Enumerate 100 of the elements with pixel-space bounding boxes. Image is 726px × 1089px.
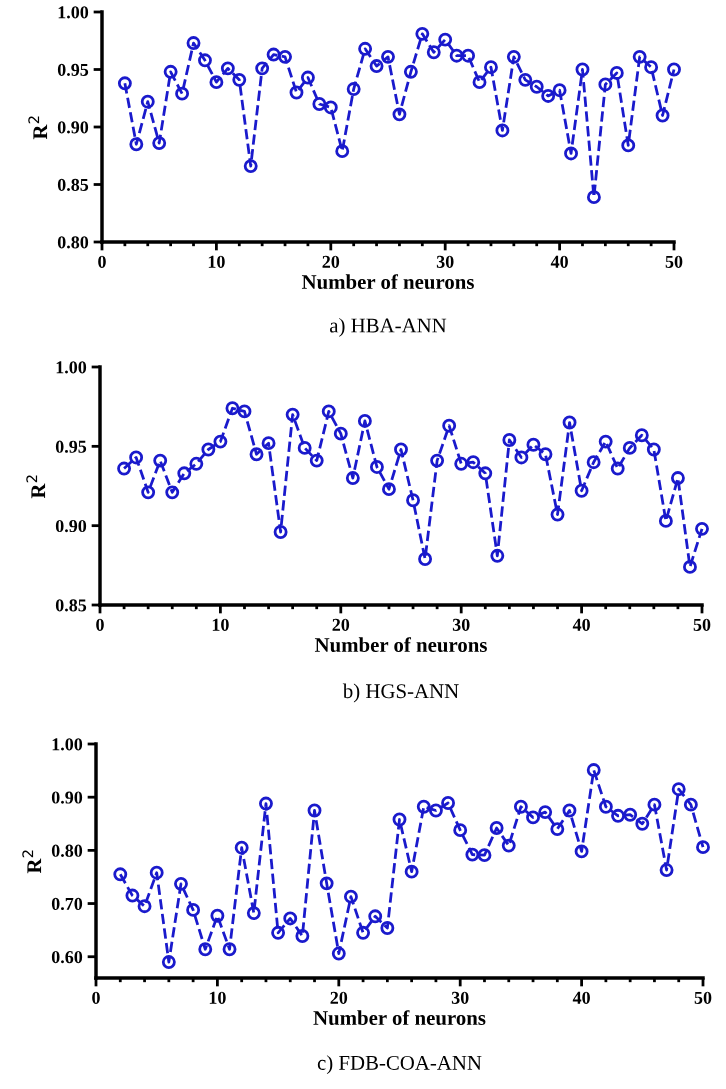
point: [249, 447, 264, 462]
y-tick-label: 0.95: [55, 440, 87, 453]
point: [598, 434, 613, 449]
point: [575, 62, 590, 77]
y-tick-label: 0.90: [55, 519, 87, 533]
point: [644, 60, 659, 75]
point: [234, 840, 249, 855]
x-axis-title: Number of neurons: [313, 1010, 486, 1026]
point: [696, 840, 710, 855]
point: [478, 466, 493, 481]
point: [345, 471, 360, 486]
point: [518, 72, 533, 87]
y-tick-label: 1.00: [58, 6, 89, 19]
point: [586, 190, 601, 205]
point: [562, 803, 577, 818]
point: [418, 552, 433, 566]
point: [466, 455, 481, 470]
point: [623, 807, 638, 822]
point: [562, 415, 577, 430]
y-tick-label: 0.70: [51, 897, 83, 911]
point: [295, 929, 310, 943]
point: [465, 847, 480, 862]
point: [243, 159, 258, 174]
point: [113, 867, 128, 882]
point: [222, 942, 237, 957]
point: [319, 876, 334, 891]
point: [695, 521, 709, 536]
point: [541, 89, 556, 103]
x-tick-label: 20: [330, 991, 348, 1004]
point: [514, 450, 529, 465]
point: [632, 49, 647, 64]
point: [526, 810, 540, 825]
point: [403, 64, 418, 79]
point: [189, 456, 204, 471]
point: [307, 803, 322, 818]
point: [331, 946, 346, 961]
point: [489, 821, 504, 835]
x-axis-title: Number of neurons: [301, 274, 474, 290]
point: [552, 83, 567, 98]
point: [369, 59, 384, 73]
point: [646, 442, 661, 457]
point: [283, 911, 298, 926]
point: [186, 36, 201, 50]
y-tick-label: 0.85: [55, 599, 87, 612]
y-axis-title: R$^{2}$: [28, 116, 48, 140]
point: [671, 782, 686, 797]
point: [141, 485, 156, 500]
point: [461, 48, 476, 63]
text: c) FDB-COA-ANN: [317, 1055, 482, 1075]
point: [297, 440, 312, 455]
point: [198, 942, 213, 957]
text: a) HBA-ANN: [330, 317, 447, 337]
point: [333, 426, 348, 441]
point: [683, 797, 698, 812]
y-tick-label: 0.85: [57, 178, 89, 192]
point: [335, 144, 350, 159]
point: [655, 108, 670, 123]
point: [368, 909, 383, 924]
point: [495, 123, 510, 138]
x-tick-label: 50: [694, 991, 712, 1004]
x-tick-label: 0: [98, 255, 106, 268]
x-tick-label: 30: [451, 991, 469, 1004]
x-axis-title: Number of neurons: [314, 637, 487, 653]
point: [454, 456, 469, 471]
point: [611, 808, 625, 823]
point: [266, 47, 281, 62]
point: [346, 82, 361, 96]
point: [125, 888, 140, 903]
point: [129, 450, 144, 465]
point: [174, 876, 188, 891]
x-tick-label: 10: [212, 618, 229, 631]
point: [453, 823, 468, 838]
point: [323, 100, 338, 115]
point: [502, 433, 517, 447]
point: [273, 525, 288, 539]
y-tick-label: 1.00: [56, 361, 87, 374]
point: [198, 53, 212, 68]
point: [382, 482, 396, 497]
point: [289, 85, 304, 100]
point: [246, 906, 261, 921]
point: [312, 97, 327, 111]
point: [225, 401, 240, 416]
point: [356, 925, 371, 940]
point: [428, 803, 443, 818]
point: [513, 799, 528, 814]
y-tick-label: 0.90: [51, 791, 83, 804]
y-tick-label: 0.80: [57, 236, 89, 249]
point: [137, 899, 152, 914]
point: [321, 404, 336, 419]
x-tick-label: 20: [332, 618, 350, 631]
point: [529, 79, 544, 94]
point: [343, 889, 358, 904]
point: [610, 461, 625, 476]
x-tick-label: 40: [572, 618, 590, 631]
point: [564, 146, 578, 161]
point: [177, 466, 192, 481]
point: [209, 75, 224, 90]
point: [392, 812, 407, 827]
point: [278, 49, 292, 64]
point: [140, 94, 155, 109]
